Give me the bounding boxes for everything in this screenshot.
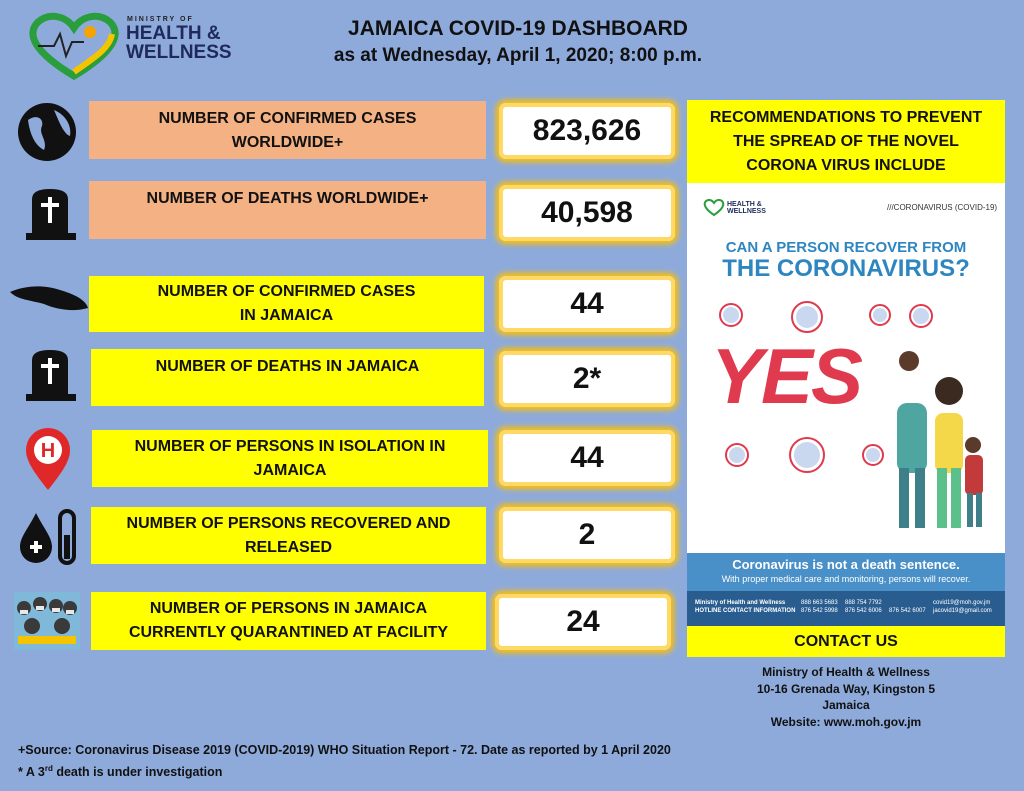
poster-logo-text: HEALTH & WELLNESS [727, 201, 766, 215]
text: CORONA VIRUS INCLUDE [746, 156, 946, 174]
poster-logo-heart [703, 199, 725, 217]
stat-label: NUMBER OF DEATHS WORLDWIDE+ [89, 181, 486, 239]
text: Jamaica [822, 698, 870, 712]
blood-test-icon [20, 509, 76, 565]
contact-info: Ministry of Health & Wellness 10-16 Grena… [687, 664, 1005, 730]
globe-icon [18, 103, 76, 161]
stat-value: 823,626 [499, 103, 675, 159]
text: Ministry of Health & Wellness [762, 665, 930, 679]
contact-heading: CONTACT US [687, 626, 1005, 657]
recommendations-heading: RECOMMENDATIONS TO PREVENT THE SPREAD OF … [687, 100, 1005, 183]
poster-answer: YES [711, 332, 863, 420]
stat-value: 2 [499, 507, 675, 563]
poster-illustration [719, 301, 983, 528]
text: CURRENTLY QUARANTINED AT FACILITY [128, 624, 449, 641]
text: RECOMMENDATIONS TO PREVENT [709, 108, 983, 126]
text: HOTLINE CONTACT INFORMATION [695, 608, 796, 614]
tombstone-icon [26, 189, 76, 240]
text: NUMBER OF DEATHS WORLDWIDE+ [146, 190, 429, 207]
text: JAMAICA [253, 461, 327, 479]
text: jacovid19@gmail.com [933, 608, 992, 614]
poster-tag: ///CORONAVIRUS (COVID-19) [887, 203, 998, 212]
tombstone-icon [26, 350, 76, 401]
logo-text: WELLNESS [126, 42, 232, 63]
text: * A 3 [18, 765, 45, 780]
text: 876 542 5998 [801, 608, 838, 614]
stat-value: 2* [499, 351, 675, 407]
stat-value: 24 [495, 594, 671, 650]
logo-text: HEALTH & [126, 23, 221, 44]
text: NUMBER OF DEATHS IN JAMAICA [155, 358, 420, 375]
text: NUMBER OF PERSONS IN ISOLATION IN [134, 437, 446, 455]
poster-banner-text: With proper medical care and monitoring,… [721, 574, 971, 584]
text: 876 542 6007 [889, 608, 926, 614]
poster-footer [687, 591, 1005, 626]
text: IN JAMAICA [239, 307, 334, 324]
poster-emails: covid19@moh.gov.jm jacovid19@gmail.com [933, 599, 992, 615]
text: 876 542 6006 [845, 608, 882, 614]
poster-banner-text: Coronavirus is not a death sentence. [732, 557, 960, 572]
text: NUMBER OF PERSONS RECOVERED AND [126, 514, 451, 532]
text: NUMBER OF PERSONS IN JAMAICA [149, 600, 428, 617]
poster: HEALTH & WELLNESS ///CORONAVIRUS (COVID-1… [687, 183, 1005, 626]
footnote: * A 3rd death is under investigation [18, 764, 222, 779]
text: death is under investigation [52, 765, 223, 780]
hospital-pin-icon: H [26, 428, 70, 490]
text: Ministry of Health and Wellness [695, 600, 786, 606]
source-note: +Source: Coronavirus Disease 2019 (COVID… [18, 743, 671, 757]
text: Website: www.moh.gov.jm [770, 714, 922, 729]
text: NUMBER OF CONFIRMED CASES [157, 283, 416, 300]
poster-phones: 876 542 6007 [889, 607, 929, 615]
logo-heart [29, 12, 119, 81]
text: HEALTH & [727, 201, 762, 208]
title: JAMAICA COVID-19 DASHBOARD [348, 17, 688, 40]
text: RELEASED [244, 538, 333, 556]
text: WORLDWIDE+ [231, 134, 344, 151]
text: rd [44, 764, 53, 773]
stat-label: NUMBER OF DEATHS IN JAMAICA [91, 349, 484, 406]
stat-value: 44 [499, 430, 675, 486]
text: 10-16 Grenada Way, Kingston 5 [756, 681, 936, 696]
poster-question: CAN A PERSON RECOVER FROM [725, 239, 967, 256]
quarantine-icon [14, 592, 80, 650]
stat-label: NUMBER OF CONFIRMED CASES WORLDWIDE+ [89, 101, 486, 159]
text: NUMBER OF CONFIRMED CASES [158, 110, 417, 127]
stat-label: NUMBER OF PERSONS IN JAMAICA CURRENTLY QU… [91, 592, 486, 650]
subtitle: as at Wednesday, April 1, 2020; 8:00 p.m… [333, 45, 703, 66]
poster-phones: 888 663 5683 876 542 5998 [801, 599, 845, 615]
text: THE SPREAD OF THE NOVEL [733, 132, 959, 150]
poster-banner [687, 553, 1005, 591]
stat-value: 40,598 [499, 185, 675, 241]
jamaica-map-icon [10, 286, 88, 311]
poster-question: THE CORONAVIRUS? [722, 255, 970, 282]
text: covid19@moh.gov.jm [933, 600, 991, 606]
stat-label: NUMBER OF CONFIRMED CASES IN JAMAICA [89, 276, 484, 332]
logo-text: MINISTRY OF [127, 16, 194, 23]
stat-value: 44 [499, 276, 675, 332]
svg-text:H: H [41, 440, 55, 462]
poster-footer-text: Ministry of Health and Wellness HOTLINE C… [695, 599, 795, 615]
stat-label: NUMBER OF PERSONS IN ISOLATION IN JAMAICA [92, 430, 488, 487]
text: 888 663 5683 [801, 600, 838, 606]
text: WELLNESS [727, 208, 766, 215]
poster-phones: 888 754 7792 876 542 6006 [845, 599, 889, 615]
text: 888 754 7792 [845, 600, 882, 606]
stat-label: NUMBER OF PERSONS RECOVERED AND RELEASED [91, 507, 486, 564]
